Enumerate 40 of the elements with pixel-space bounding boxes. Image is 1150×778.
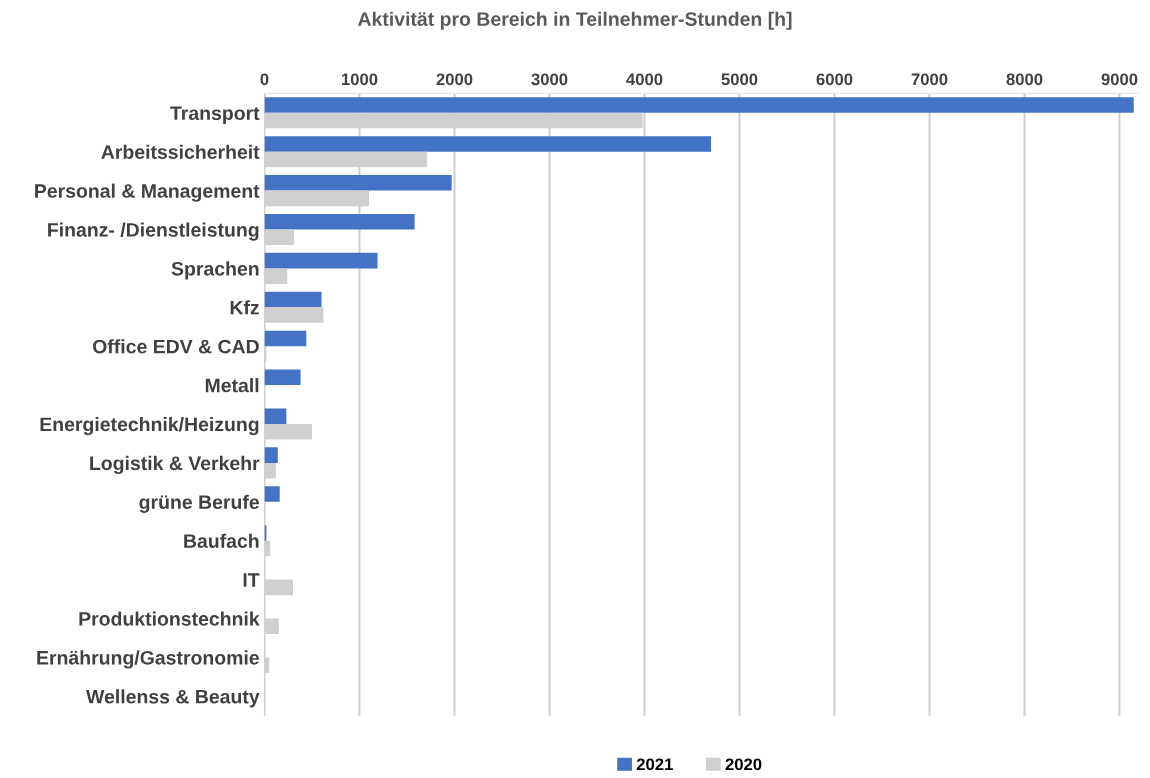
bar <box>264 330 307 347</box>
y-tick-label: Transport <box>170 106 260 124</box>
x-tick-label: 2000 <box>436 73 473 86</box>
y-tick-label: Produktionstechnik <box>79 611 260 626</box>
legend-label: 2020 <box>725 758 762 771</box>
x-tick-label: 6000 <box>816 73 853 86</box>
y-tick-label: Arbeitssicherheit <box>101 144 260 159</box>
bar <box>264 486 280 502</box>
bar <box>264 175 452 191</box>
y-tick-label: IT <box>243 573 260 587</box>
bar <box>264 136 711 152</box>
x-tick-label: 9000 <box>1101 73 1138 86</box>
y-tick-label: Logistik & Verkehr <box>90 455 260 475</box>
x-tick-label: 5000 <box>721 73 758 86</box>
y-tick-label: Metall <box>205 378 259 393</box>
bar <box>264 213 415 230</box>
bar <box>264 252 378 269</box>
bar <box>264 408 287 425</box>
x-tick-label: 0 <box>260 73 269 86</box>
y-tick-label: Baufach <box>184 533 259 548</box>
y-tick-label: Finanz- /Dienstleistung <box>48 222 259 241</box>
y-tick-label: Sprachen <box>171 261 259 280</box>
x-tick-label: 4000 <box>626 73 663 86</box>
bar <box>264 97 1134 113</box>
x-tick-label: 1000 <box>342 73 378 86</box>
bar <box>264 447 278 463</box>
bar <box>264 369 301 386</box>
x-tick-label: 7000 <box>911 73 948 86</box>
chart-title: Aktivität pro Bereich in Teilnehmer-Stunden [h] <box>357 11 792 30</box>
x-tick-label: 8000 <box>1006 73 1043 86</box>
legend-label: 2021 <box>636 758 673 771</box>
y-tick-label: Ernährung/Gastronomie <box>37 650 259 669</box>
y-tick-label: Energietechnik/Heizung <box>40 416 259 436</box>
y-tick-label: Wellenss & Beauty <box>86 689 260 708</box>
y-tick-label: grüne Berufe <box>139 494 259 513</box>
y-tick-label: Personal & Management <box>35 183 260 202</box>
bar <box>264 291 322 308</box>
y-tick-label: Kfz <box>230 300 259 315</box>
y-tick-label: Office EDV & CAD <box>92 339 259 354</box>
x-tick-label: 3000 <box>531 73 568 86</box>
